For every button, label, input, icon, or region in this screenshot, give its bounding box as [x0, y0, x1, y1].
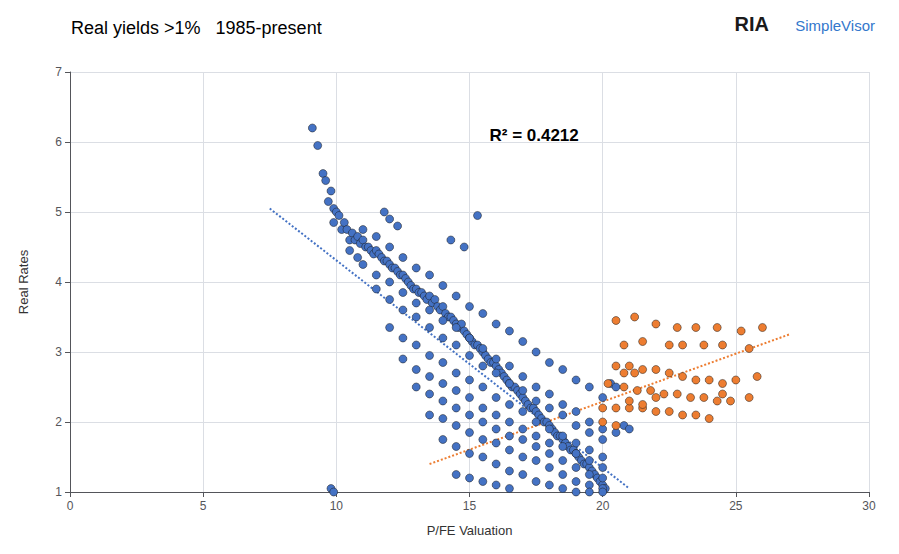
svg-text:5: 5	[200, 499, 207, 513]
svg-text:30: 30	[862, 499, 876, 513]
svg-text:2: 2	[55, 415, 62, 429]
svg-text:3: 3	[55, 345, 62, 359]
svg-text:Real yields >1% 1985-present: Real yields >1% 1985-present	[71, 18, 322, 38]
svg-text:1: 1	[55, 485, 62, 499]
svg-text:6: 6	[55, 135, 62, 149]
svg-text:20: 20	[596, 499, 610, 513]
svg-text:4: 4	[55, 275, 62, 289]
svg-text:0: 0	[67, 499, 74, 513]
svg-text:P/FE Valuation: P/FE Valuation	[427, 523, 513, 538]
svg-text:10: 10	[330, 499, 344, 513]
svg-text:25: 25	[729, 499, 743, 513]
svg-text:5: 5	[55, 205, 62, 219]
svg-text:7: 7	[55, 65, 62, 79]
svg-text:R² = 0.4212: R² = 0.4212	[489, 126, 578, 145]
svg-text:SimpleVisor: SimpleVisor	[795, 17, 875, 34]
svg-text:15: 15	[463, 499, 477, 513]
svg-text:Real Rates: Real Rates	[16, 249, 31, 314]
svg-text:RIA: RIA	[735, 13, 769, 35]
